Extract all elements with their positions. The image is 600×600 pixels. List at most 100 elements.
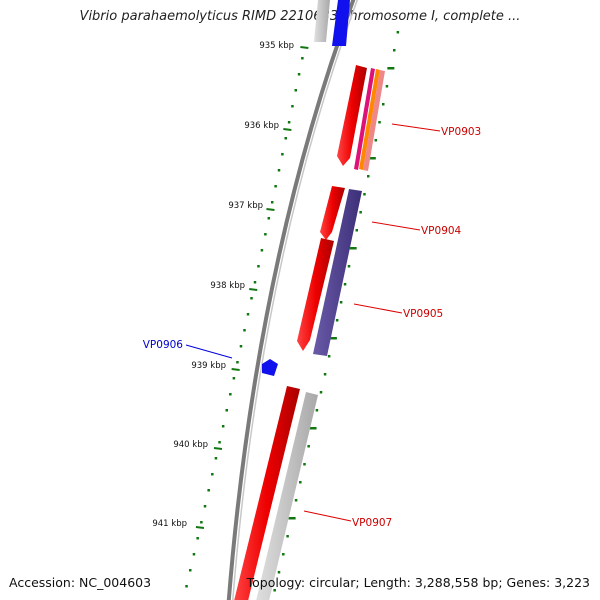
outer-tick — [307, 445, 310, 448]
gene-vp0907-red[interactable] — [233, 386, 300, 600]
gene-callouts — [185, 123, 441, 522]
ruler-major-tick — [266, 208, 275, 211]
ruler-dot — [301, 57, 304, 60]
outer-tick — [309, 427, 317, 430]
outer-tick — [315, 409, 319, 412]
tick-label-940: 940 kbp — [173, 440, 208, 450]
feature-top-blue[interactable] — [332, 0, 350, 46]
ruler-labels: 935 kbp 936 kbp 937 kbp 938 kbp 939 kbp … — [152, 41, 294, 529]
outer-tick — [349, 247, 357, 250]
outer-tick — [303, 463, 306, 466]
outer-tick — [378, 121, 381, 124]
ruler-dot — [274, 185, 277, 188]
ruler-dot — [189, 569, 192, 572]
outer-tick — [355, 229, 359, 232]
gene-vp0907[interactable] — [255, 392, 318, 600]
ruler-dot — [284, 137, 288, 140]
outer-tick — [347, 265, 351, 268]
outer-tick — [368, 157, 376, 160]
outer-tick — [288, 517, 296, 520]
outer-tick — [392, 49, 396, 52]
gene-label-vp0907: VP0907 — [352, 517, 392, 529]
ruler-dot — [229, 393, 232, 396]
feature-purple[interactable] — [313, 189, 362, 356]
tick-label-938: 938 kbp — [210, 281, 245, 291]
ruler-dot — [225, 409, 229, 412]
outer-tick — [385, 85, 389, 88]
ruler-dot — [246, 313, 250, 316]
outer-tick — [329, 337, 337, 340]
outer-tick — [359, 211, 362, 214]
outer-tick — [327, 355, 331, 358]
ruler-major-tick — [213, 447, 223, 450]
outer-tick — [335, 319, 339, 322]
tick-label-937: 937 kbp — [228, 201, 263, 211]
ruler-major-tick — [283, 128, 292, 131]
ruler-dot — [200, 521, 203, 524]
outer-tick — [396, 31, 400, 34]
outer-tick — [367, 175, 370, 178]
ruler-dot — [192, 553, 196, 556]
ruler-dot — [267, 217, 271, 220]
ruler-dot — [270, 201, 274, 204]
ruler-minor-ticks — [185, 57, 304, 588]
outer-tick — [277, 571, 281, 574]
ruler-dot — [287, 121, 291, 124]
topology-text: Topology: circular; Length: 3,288,558 bp… — [246, 575, 590, 590]
chromosome-backbone-highlight — [232, 0, 359, 600]
gene-label-vp0906: VP0906 — [143, 339, 184, 351]
outer-tick — [286, 535, 289, 538]
gene-vp0906[interactable] — [262, 359, 278, 376]
tick-label-936: 936 kbp — [244, 121, 279, 131]
outer-tick — [319, 391, 323, 394]
gene-labels: VP0903 VP0904 VP0905 VP0906 VP0907 — [143, 126, 482, 529]
gene-vp0904[interactable] — [320, 186, 345, 240]
outer-tick — [273, 589, 276, 592]
ruler-dot — [260, 249, 264, 252]
ruler-major-ticks — [195, 46, 309, 529]
gene-vp0903[interactable] — [337, 65, 385, 171]
outer-tick — [363, 193, 366, 196]
tick-label-941: 941 kbp — [152, 519, 187, 529]
gene-label-vp0903: VP0903 — [441, 126, 481, 138]
tick-label-939: 939 kbp — [191, 361, 226, 371]
outer-tick — [299, 481, 302, 484]
outer-tick — [339, 301, 343, 304]
outer-tick — [387, 67, 395, 70]
map-title: Vibrio parahaemolyticus RIMD 2210633 chr… — [79, 9, 521, 24]
ruler-major-tick — [231, 368, 240, 371]
ruler-dot — [218, 441, 221, 444]
ruler-dot — [250, 297, 253, 300]
ruler-dot — [277, 169, 281, 172]
ruler-dot — [297, 73, 301, 76]
ruler-dot — [281, 153, 284, 156]
outer-tick — [323, 373, 327, 376]
gene-label-vp0905: VP0905 — [403, 308, 443, 320]
outer-tick — [381, 103, 385, 106]
gene-vp0905[interactable] — [297, 238, 334, 351]
ruler-dot — [203, 505, 207, 508]
ruler-dot — [257, 265, 260, 268]
outer-tick — [343, 283, 347, 286]
ruler-dot — [232, 377, 236, 380]
ruler-dot — [294, 89, 298, 92]
accession-text: Accession: NC_004603 — [9, 575, 152, 590]
ruler-dot — [207, 489, 210, 492]
tick-label-935: 935 kbp — [259, 41, 294, 51]
outer-ring-ticks — [273, 31, 400, 592]
feature-top-gray[interactable] — [314, 0, 330, 42]
ruler-dot — [291, 105, 294, 108]
ruler-dot — [264, 233, 267, 236]
gene-label-vp0904: VP0904 — [421, 225, 462, 237]
outer-tick — [294, 499, 298, 502]
ruler-major-tick — [249, 288, 258, 291]
outer-tick — [374, 139, 378, 142]
ruler-major-tick — [195, 526, 205, 529]
chromosome-backbone — [226, 0, 356, 600]
ruler-dot — [253, 281, 257, 284]
ruler-dot — [185, 585, 188, 588]
ruler-major-tick — [300, 46, 309, 49]
ruler-dot — [236, 361, 239, 364]
ruler-dot — [243, 329, 246, 332]
